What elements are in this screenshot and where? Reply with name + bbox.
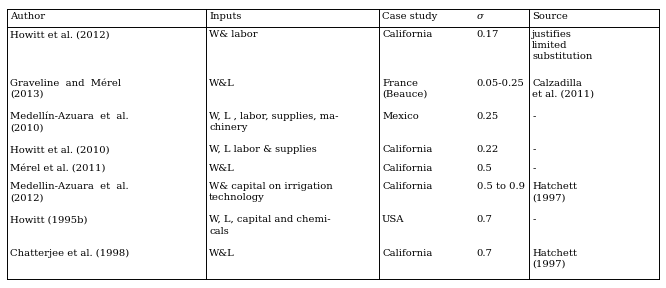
Text: Mérel et al. (2011): Mérel et al. (2011) — [10, 164, 105, 173]
Text: California: California — [382, 249, 432, 258]
Text: Case study: Case study — [382, 12, 438, 20]
Text: -: - — [532, 215, 535, 224]
Text: 0.5: 0.5 — [477, 164, 493, 173]
Text: 0.05-0.25: 0.05-0.25 — [477, 79, 525, 88]
Text: W& labor: W& labor — [209, 30, 258, 39]
Text: justifies
limited
substitution: justifies limited substitution — [532, 30, 593, 61]
Text: Howitt et al. (2010): Howitt et al. (2010) — [10, 145, 110, 154]
Text: Chatterjee et al. (1998): Chatterjee et al. (1998) — [10, 249, 129, 258]
Text: Medellin-Azuara  et  al.
(2012): Medellin-Azuara et al. (2012) — [10, 182, 129, 202]
Text: W&L: W&L — [209, 79, 235, 88]
Text: Howitt (1995b): Howitt (1995b) — [10, 215, 87, 224]
Text: Source: Source — [532, 12, 568, 20]
Text: Author: Author — [10, 12, 45, 20]
Text: Hatchett
(1997): Hatchett (1997) — [532, 182, 577, 202]
Text: California: California — [382, 164, 432, 173]
Text: W&L: W&L — [209, 164, 235, 173]
Text: 0.25: 0.25 — [477, 112, 499, 121]
Text: 0.17: 0.17 — [477, 30, 499, 39]
Text: -: - — [532, 145, 535, 154]
Text: Calzadilla
et al. (2011): Calzadilla et al. (2011) — [532, 79, 594, 99]
Text: Graveline  and  Mérel
(2013): Graveline and Mérel (2013) — [10, 79, 121, 99]
Text: 0.7: 0.7 — [477, 249, 493, 258]
Text: Inputs: Inputs — [209, 12, 242, 20]
Text: W, L , labor, supplies, ma-
chinery: W, L , labor, supplies, ma- chinery — [209, 112, 338, 132]
Text: Howitt et al. (2012): Howitt et al. (2012) — [10, 30, 110, 39]
Text: USA: USA — [382, 215, 404, 224]
Text: California: California — [382, 182, 432, 191]
Text: 0.5 to 0.9: 0.5 to 0.9 — [477, 182, 525, 191]
Text: W, L, capital and chemi-
cals: W, L, capital and chemi- cals — [209, 215, 331, 236]
Text: Mexico: Mexico — [382, 112, 419, 121]
Text: 0.22: 0.22 — [477, 145, 499, 154]
Text: σ: σ — [477, 12, 484, 20]
Text: W& capital on irrigation
technology: W& capital on irrigation technology — [209, 182, 333, 202]
Text: France
(Beauce): France (Beauce) — [382, 79, 428, 99]
Text: -: - — [532, 164, 535, 173]
Text: Medellín-Azuara  et  al.
(2010): Medellín-Azuara et al. (2010) — [10, 112, 129, 132]
Text: California: California — [382, 145, 432, 154]
Text: 0.7: 0.7 — [477, 215, 493, 224]
Text: W&L: W&L — [209, 249, 235, 258]
Text: California: California — [382, 30, 432, 39]
Text: Hatchett
(1997): Hatchett (1997) — [532, 249, 577, 269]
Text: -: - — [532, 112, 535, 121]
Text: W, L labor & supplies: W, L labor & supplies — [209, 145, 317, 154]
